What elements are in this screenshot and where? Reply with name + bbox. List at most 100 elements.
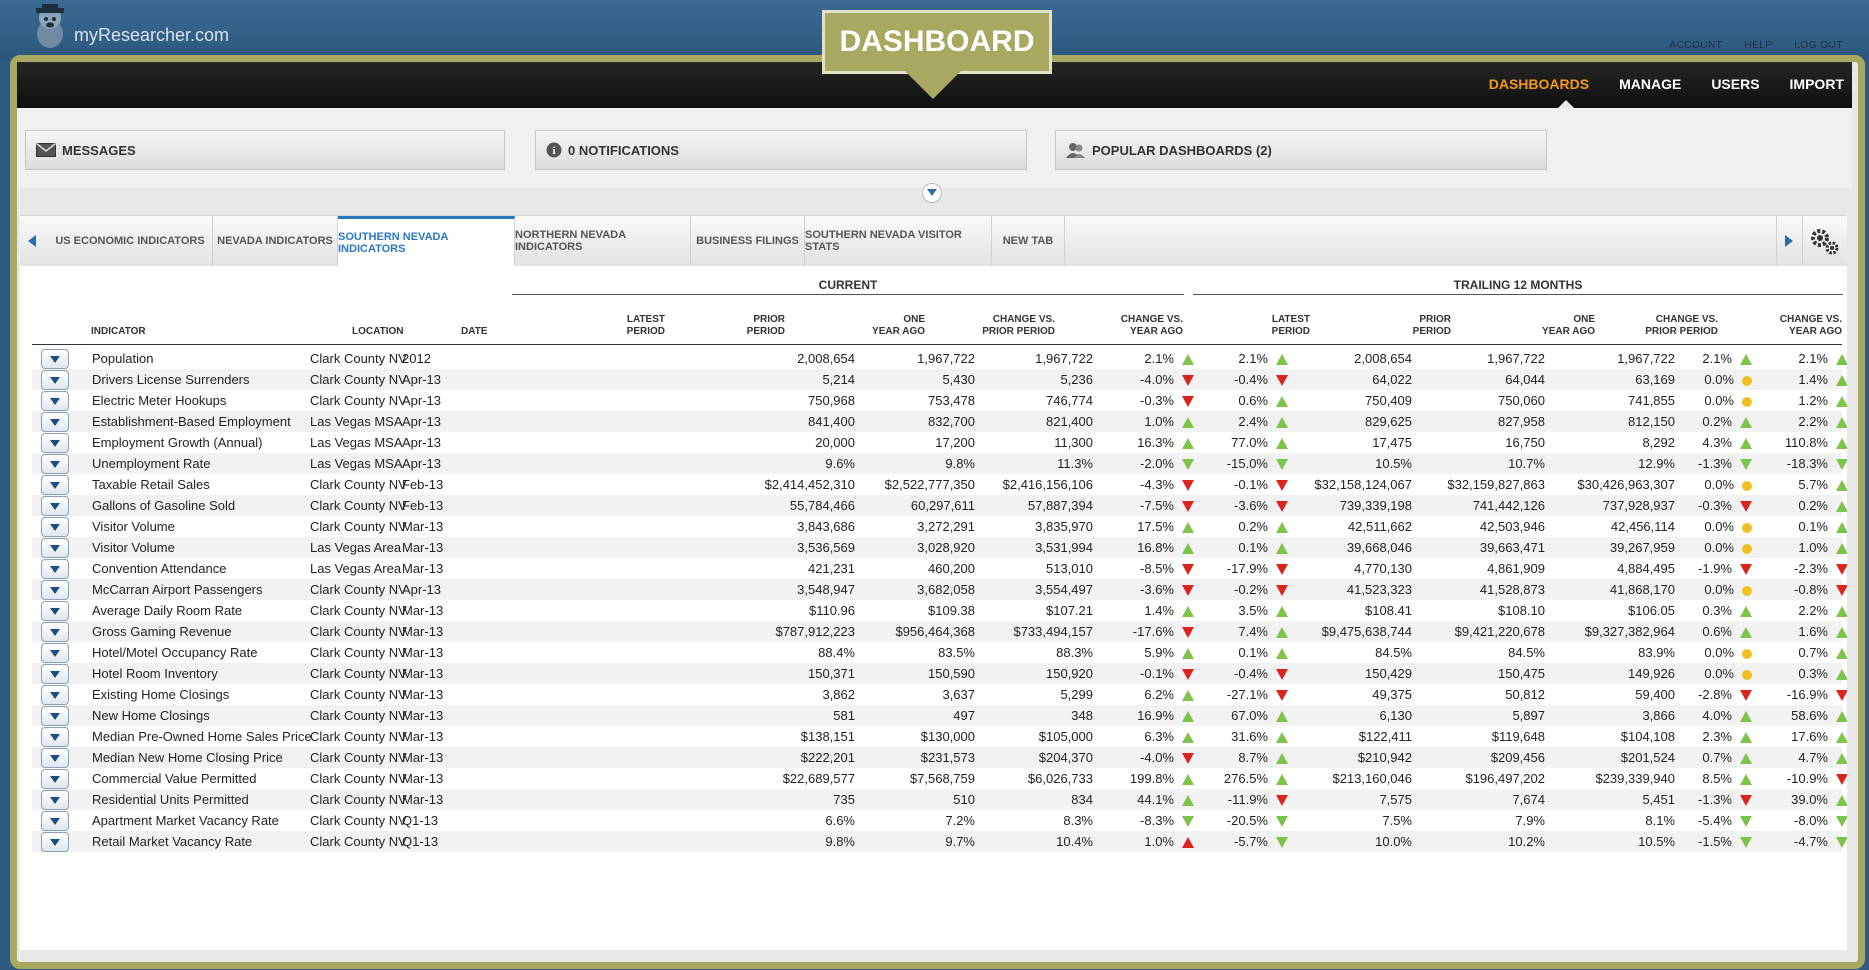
cell-value: Median New Home Closing Price xyxy=(92,750,283,765)
tabs-scroll-right[interactable] xyxy=(1776,216,1801,266)
cell-indicator: Apartment Market Vacancy Rate xyxy=(92,813,279,828)
row-expand-button[interactable] xyxy=(41,559,69,579)
cell-value: $239,339,940 xyxy=(1595,771,1675,786)
cell-one-year: $204,370 xyxy=(1039,750,1093,765)
tabs-scroll-left[interactable] xyxy=(20,216,44,266)
cell-value: $119,648 xyxy=(1491,729,1545,744)
cell-value: 10.0% xyxy=(1375,834,1412,849)
account-link[interactable]: ACCOUNT xyxy=(1669,40,1723,51)
cell-value: 3.5% xyxy=(1238,603,1268,618)
row-expand-button[interactable] xyxy=(41,769,69,789)
cell-one-year: 746,774 xyxy=(1046,393,1093,408)
cell-date: Feb-13 xyxy=(402,477,443,492)
row-expand-button[interactable] xyxy=(41,475,69,495)
cell-prior: 460,200 xyxy=(928,561,975,576)
row-expand-button[interactable] xyxy=(41,601,69,621)
tab-southern-nevada-indicators[interactable]: SOUTHERN NEVADA INDICATORS xyxy=(338,216,515,267)
trend-up-icon xyxy=(1836,354,1847,366)
row-expand-button[interactable] xyxy=(41,517,69,537)
cell-change-year: -17.9% xyxy=(1227,561,1288,576)
row-expand-button[interactable] xyxy=(41,412,69,432)
cell-indicator: Median Pre-Owned Home Sales Price xyxy=(92,729,312,744)
cell-value: Clark County NV xyxy=(310,498,407,513)
cell-value: -0.3% xyxy=(1140,393,1174,408)
cell-value: 4,861,909 xyxy=(1487,561,1545,576)
cell-change-prior: -8.5% xyxy=(1140,561,1194,576)
cell-change-year: -0.1% xyxy=(1234,477,1288,492)
nav-import[interactable]: IMPORT xyxy=(1789,76,1844,92)
cell-value: Clark County NV xyxy=(310,519,407,534)
expand-panels-toggle[interactable] xyxy=(922,183,942,203)
logout-link[interactable]: LOG OUT xyxy=(1794,40,1843,51)
table-row: Employment Growth (Annual) Las Vegas MSA A… xyxy=(32,432,1847,453)
notifications-label: 0 NOTIFICATIONS xyxy=(568,142,679,158)
row-expand-button[interactable] xyxy=(41,748,69,768)
cell-date: Mar-13 xyxy=(402,519,443,534)
row-expand-button[interactable] xyxy=(41,349,69,369)
cell-value: 0.3% xyxy=(1702,603,1732,618)
row-expand-button[interactable] xyxy=(41,685,69,705)
messages-button[interactable]: MESSAGES xyxy=(25,130,505,170)
cell-value: 59,400 xyxy=(1635,687,1675,702)
cell-value: 8.7% xyxy=(1238,750,1268,765)
cell-value: 2.4% xyxy=(1238,414,1268,429)
cell-t12-change-prior: 0.0% xyxy=(1704,372,1752,387)
cell-latest: 735 xyxy=(833,792,855,807)
settings-button[interactable] xyxy=(1802,216,1847,266)
cell-prior: 3,637 xyxy=(942,687,975,702)
logo[interactable]: myResearcher.com xyxy=(30,4,229,50)
cell-one-year: 834 xyxy=(1071,792,1093,807)
row-expand-button[interactable] xyxy=(41,811,69,831)
cell-value: 10.5% xyxy=(1638,834,1675,849)
row-expand-button[interactable] xyxy=(41,706,69,726)
popular-dashboards-button[interactable]: POPULAR DASHBOARDS (2) xyxy=(1055,130,1547,170)
row-expand-button[interactable] xyxy=(41,433,69,453)
row-expand-button[interactable] xyxy=(41,580,69,600)
notifications-button[interactable]: i 0 NOTIFICATIONS xyxy=(535,130,1027,170)
row-expand-button[interactable] xyxy=(41,832,69,852)
row-expand-button[interactable] xyxy=(41,391,69,411)
cell-t12-prior: $32,159,827,863 xyxy=(1447,477,1545,492)
row-expand-button[interactable] xyxy=(41,622,69,642)
cell-value: 421,231 xyxy=(808,561,855,576)
tab-business-filings[interactable]: BUSINESS FILINGS xyxy=(691,216,805,266)
cell-t12-latest: 49,375 xyxy=(1372,687,1412,702)
cell-location: Clark County NV xyxy=(310,645,407,660)
cell-value: 64,022 xyxy=(1372,372,1412,387)
row-expand-button[interactable] xyxy=(41,643,69,663)
nav-dashboards[interactable]: DASHBOARDS xyxy=(1488,76,1590,92)
help-link[interactable]: HELP xyxy=(1744,40,1773,51)
tab-southern-nevada-visitor-stats[interactable]: SOUTHERN NEVADA VISITOR STATS xyxy=(805,216,992,266)
row-expand-button[interactable] xyxy=(41,727,69,747)
cell-indicator: Retail Market Vacancy Rate xyxy=(92,834,252,849)
cell-value: 3,536,569 xyxy=(797,540,855,555)
trend-up-icon xyxy=(1740,627,1752,639)
cell-value: $201,524 xyxy=(1620,750,1675,765)
row-expand-button[interactable] xyxy=(41,790,69,810)
cell-t12-change-prior: 0.0% xyxy=(1704,519,1752,534)
cell-t12-prior: 41,528,873 xyxy=(1480,582,1545,597)
nav-manage[interactable]: MANAGE xyxy=(1619,76,1682,92)
cell-t12-prior: 5,897 xyxy=(1512,708,1545,723)
row-expand-button[interactable] xyxy=(41,454,69,474)
chevron-down-icon xyxy=(50,523,60,531)
row-expand-button[interactable] xyxy=(41,664,69,684)
trend-down-green-icon xyxy=(1836,459,1847,471)
cell-change-year: 7.4% xyxy=(1238,624,1288,639)
nav-users[interactable]: USERS xyxy=(1711,76,1760,92)
cell-location: Clark County NV xyxy=(310,708,407,723)
tab-us-economic-indicators[interactable]: US ECONOMIC INDICATORS xyxy=(48,216,213,266)
trend-down-red-icon xyxy=(1836,774,1847,786)
cell-value: 5,430 xyxy=(942,372,975,387)
tab-nevada-indicators[interactable]: NEVADA INDICATORS xyxy=(213,216,338,266)
row-expand-button[interactable] xyxy=(41,538,69,558)
row-expand-button[interactable] xyxy=(41,370,69,390)
cell-value: Mar-13 xyxy=(402,624,444,639)
tab-new-tab[interactable]: NEW TAB xyxy=(992,216,1065,266)
cell-change-prior: 16.9% xyxy=(1137,708,1194,723)
tab-northern-nevada-indicators[interactable]: NORTHERN NEVADA INDICATORS xyxy=(515,216,691,266)
row-expand-button[interactable] xyxy=(41,496,69,516)
no-change-dot-icon xyxy=(1742,585,1752,596)
cell-date: Apr-13 xyxy=(402,435,441,450)
cell-prior: 83.5% xyxy=(938,645,975,660)
